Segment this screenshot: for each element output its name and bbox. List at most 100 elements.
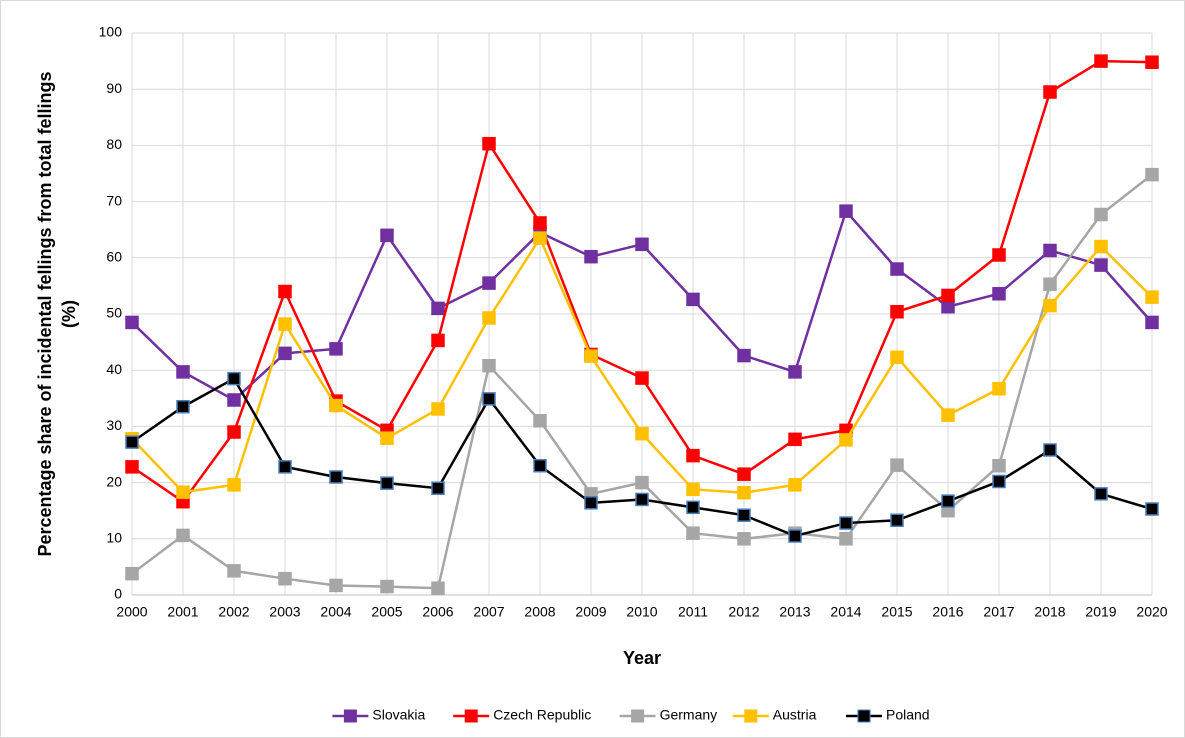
data-point [125, 566, 139, 581]
data-point [482, 311, 496, 325]
data-point [125, 315, 139, 330]
data-point [788, 478, 802, 492]
x-tick-label: 2009 [575, 604, 606, 620]
data-point [1145, 290, 1159, 304]
data-point [329, 398, 343, 413]
data-point [635, 426, 649, 441]
data-point [992, 458, 1006, 473]
data-point [278, 571, 292, 586]
x-tick-label: 2011 [678, 604, 708, 620]
legend-label: Czech Republic [493, 707, 591, 723]
x-tick-label: 2004 [320, 604, 351, 620]
data-point [380, 476, 394, 490]
data-point [227, 425, 241, 439]
data-point [1043, 443, 1057, 457]
data-point [890, 350, 904, 365]
data-point [635, 475, 649, 490]
x-tick-label: 2018 [1034, 604, 1065, 620]
x-tick-label: 2002 [218, 604, 249, 620]
data-point [1094, 239, 1108, 254]
data-point [329, 342, 343, 356]
data-point [737, 467, 751, 481]
data-point [227, 478, 241, 492]
legend-label: Austria [773, 707, 817, 723]
data-point [431, 581, 445, 596]
data-point [278, 460, 292, 474]
legend-marker [464, 709, 478, 723]
data-point [125, 460, 139, 474]
x-tick-label: 2010 [626, 604, 657, 620]
data-point [890, 458, 904, 472]
data-point [890, 305, 904, 319]
data-point [992, 381, 1006, 396]
x-tick-label: 2016 [932, 604, 963, 620]
data-point [380, 431, 394, 445]
y-tick-label: 100 [99, 24, 123, 40]
data-point [992, 474, 1006, 489]
data-point [533, 231, 547, 245]
data-point [686, 526, 700, 540]
data-point [1043, 277, 1057, 291]
data-point [482, 276, 496, 290]
data-point [635, 371, 649, 385]
y-axis-title: (%) [59, 300, 79, 328]
data-point [431, 333, 445, 348]
data-point [839, 532, 853, 546]
data-point [176, 485, 190, 499]
data-point [890, 262, 904, 276]
data-point [584, 249, 598, 264]
data-point [788, 529, 802, 543]
data-point [278, 317, 292, 331]
data-point [1145, 167, 1159, 182]
data-point [686, 292, 700, 307]
data-point [839, 433, 853, 447]
data-point [482, 136, 496, 151]
data-point [635, 492, 649, 507]
data-point [686, 482, 700, 497]
y-tick-label: 20 [106, 473, 122, 489]
data-point [941, 408, 955, 422]
data-point [1145, 55, 1159, 69]
data-point [788, 432, 802, 447]
data-point [329, 470, 343, 484]
y-tick-label: 30 [106, 417, 122, 433]
data-point [686, 448, 700, 463]
data-point [431, 402, 445, 416]
data-point [533, 414, 547, 428]
data-point [635, 237, 649, 252]
data-point [1094, 487, 1108, 501]
legend-marker [744, 709, 758, 723]
data-point [482, 392, 496, 406]
data-point [737, 485, 751, 500]
x-tick-label: 2007 [473, 604, 504, 620]
data-point [737, 348, 751, 363]
x-tick-label: 2014 [830, 604, 861, 620]
data-point [737, 532, 751, 546]
data-point [839, 204, 853, 218]
y-tick-label: 90 [106, 80, 122, 96]
y-tick-label: 80 [106, 136, 122, 152]
data-point [941, 494, 955, 508]
y-tick-label: 70 [106, 192, 122, 208]
legend-label: Germany [660, 707, 718, 723]
y-tick-label: 50 [106, 305, 122, 321]
data-point [1094, 54, 1108, 68]
data-point [1043, 85, 1057, 99]
data-point [533, 216, 547, 230]
x-axis-title: Year [623, 648, 661, 668]
data-point [380, 579, 394, 594]
x-tick-label: 2019 [1085, 604, 1116, 620]
data-point [1043, 243, 1057, 258]
data-point [941, 288, 955, 303]
data-point [686, 500, 700, 515]
data-point [1145, 502, 1159, 516]
y-tick-label: 10 [106, 530, 122, 546]
data-point [788, 365, 802, 379]
x-tick-label: 2013 [779, 604, 810, 620]
x-tick-label: 2015 [881, 604, 912, 620]
data-point [839, 516, 853, 530]
data-point [737, 508, 751, 522]
legend-label: Poland [886, 707, 930, 723]
